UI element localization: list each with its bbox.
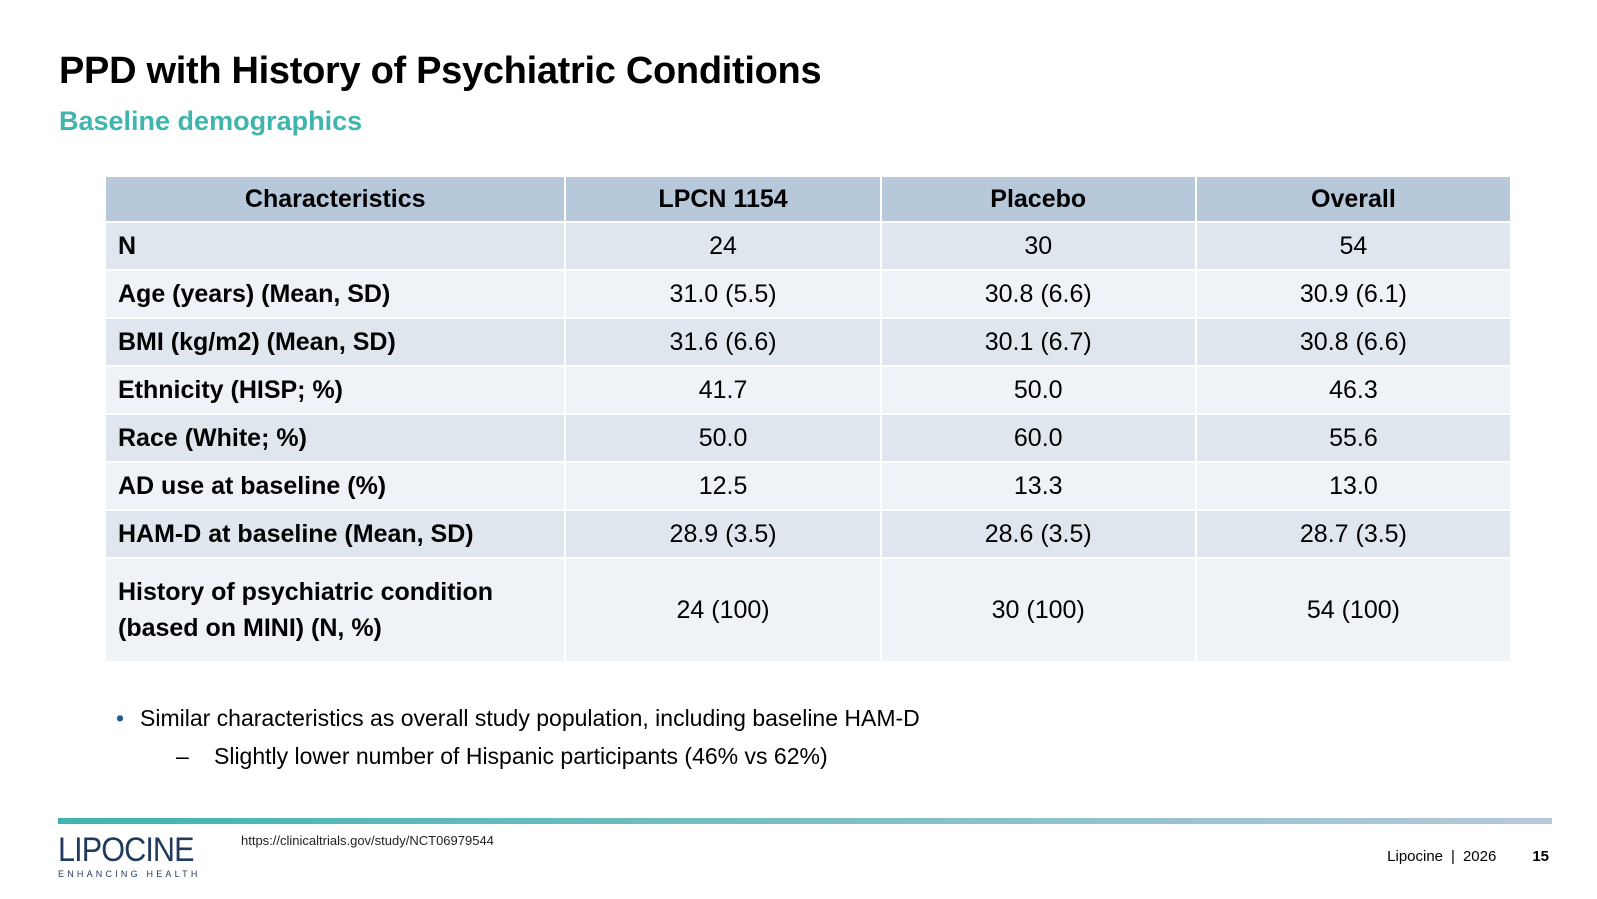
cell-placebo: 60.0 [879,413,1197,463]
cell-lpcn: 31.6 (6.6) [564,317,882,367]
table-row: N 24 30 54 [103,221,1513,271]
cell-overall: 30.9 (6.1) [1194,269,1513,319]
list-item: • Similar characteristics as overall stu… [114,702,920,740]
slide-title: PPD with History of Psychiatric Conditio… [59,50,822,92]
table-row: Age (years) (Mean, SD) 31.0 (5.5) 30.8 (… [103,269,1513,319]
cell-overall: 55.6 [1194,413,1513,463]
logo-tagline: ENHANCING HEALTH [58,869,201,879]
header-lpcn-1154: LPCN 1154 [564,175,882,223]
cell-lpcn: 24 [564,221,882,271]
row-label: BMI (kg/m2) (Mean, SD) [103,317,567,367]
lipocine-logo: LIPOCINE ENHANCING HEALTH [58,831,208,879]
cell-placebo: 30.8 (6.6) [879,269,1197,319]
company-name: Lipocine [1387,848,1444,865]
footer-separator: | [1451,848,1455,865]
cell-overall: 46.3 [1194,365,1513,415]
logo-wordmark: LIPOCINE [58,831,195,869]
cell-lpcn: 50.0 [564,413,882,463]
table-row: BMI (kg/m2) (Mean, SD) 31.6 (6.6) 30.1 (… [103,317,1513,367]
row-label: Race (White; %) [103,413,567,463]
cell-overall: 54 (100) [1194,557,1513,663]
cell-lpcn: 28.9 (3.5) [564,509,882,559]
table-row: HAM-D at baseline (Mean, SD) 28.9 (3.5) … [103,509,1513,559]
table-row: Race (White; %) 50.0 60.0 55.6 [103,413,1513,463]
table-header-row: Characteristics LPCN 1154 Placebo Overal… [103,175,1513,223]
cell-lpcn: 24 (100) [564,557,882,663]
table-row: History of psychiatric condition (based … [103,557,1513,663]
header-overall: Overall [1194,175,1513,223]
footer-divider [58,818,1552,824]
cell-placebo: 28.6 (3.5) [879,509,1197,559]
row-label: HAM-D at baseline (Mean, SD) [103,509,567,559]
header-characteristics: Characteristics [103,175,567,223]
header-placebo: Placebo [879,175,1197,223]
cell-placebo: 30 (100) [879,557,1197,663]
row-label: N [103,221,567,271]
footer-year: 2026 [1462,848,1497,865]
sub-bullet-text: Slightly lower number of Hispanic partic… [214,743,828,769]
row-label: AD use at baseline (%) [103,461,567,511]
bullet-text: Similar characteristics as overall study… [140,705,920,731]
dash-icon: – [176,743,189,769]
source-url[interactable]: https://clinicaltrials.gov/study/NCT0697… [241,833,494,848]
list-item: – Slightly lower number of Hispanic part… [114,740,920,772]
cell-overall: 54 [1194,221,1513,271]
cell-overall: 30.8 (6.6) [1194,317,1513,367]
demographics-table: Characteristics LPCN 1154 Placebo Overal… [103,175,1513,663]
footer-info: Lipocine | 2026 15 [1387,848,1549,865]
cell-lpcn: 41.7 [564,365,882,415]
row-label: Age (years) (Mean, SD) [103,269,567,319]
page-number: 15 [1532,848,1549,865]
cell-overall: 13.0 [1194,461,1513,511]
cell-placebo: 30.1 (6.7) [879,317,1197,367]
cell-placebo: 30 [879,221,1197,271]
cell-placebo: 50.0 [879,365,1197,415]
slide-subtitle: Baseline demographics [59,106,363,136]
table-row: Ethnicity (HISP; %) 41.7 50.0 46.3 [103,365,1513,415]
row-label: Ethnicity (HISP; %) [103,365,567,415]
cell-overall: 28.7 (3.5) [1194,509,1513,559]
cell-lpcn: 12.5 [564,461,882,511]
cell-placebo: 13.3 [879,461,1197,511]
bullet-icon: • [116,705,125,731]
row-label: History of psychiatric condition (based … [103,557,567,663]
cell-lpcn: 31.0 (5.5) [564,269,882,319]
notes-list: • Similar characteristics as overall stu… [114,702,920,772]
table-row: AD use at baseline (%) 12.5 13.3 13.0 [103,461,1513,511]
